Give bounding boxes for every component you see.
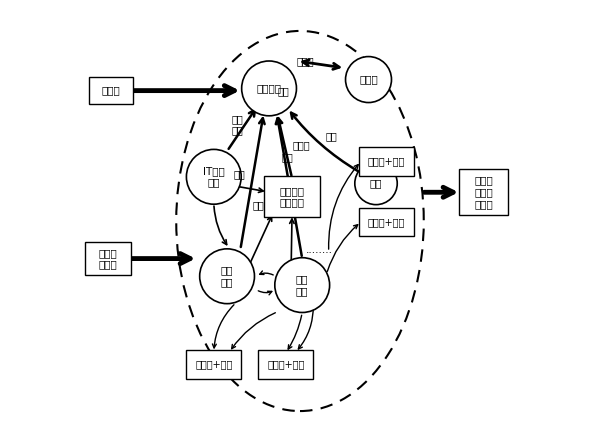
Text: 云计算: 云计算: [296, 56, 314, 66]
Text: 升级: 升级: [278, 87, 290, 96]
Text: 人才: 人才: [233, 169, 245, 179]
Text: 互联网+金融: 互联网+金融: [368, 217, 405, 227]
FancyBboxPatch shape: [258, 350, 313, 379]
Text: 政府: 政府: [370, 179, 382, 188]
Text: 互联网+地产: 互联网+地产: [368, 156, 405, 166]
FancyBboxPatch shape: [459, 169, 508, 216]
Text: 外资
企业: 外资 企业: [221, 266, 233, 287]
Text: 产业集群: 产业集群: [257, 84, 281, 93]
Text: 大数据: 大数据: [293, 140, 310, 150]
Text: 创新型
智能化
国际化: 创新型 智能化 国际化: [474, 175, 493, 209]
FancyBboxPatch shape: [359, 207, 414, 236]
FancyBboxPatch shape: [186, 350, 241, 379]
Text: 产业链: 产业链: [102, 86, 121, 95]
Text: 共性技术
服务平台: 共性技术 服务平台: [280, 186, 305, 207]
Circle shape: [275, 258, 329, 312]
Text: 互联网+汽车: 互联网+汽车: [267, 360, 305, 370]
Text: 互联网+医疗: 互联网+医疗: [195, 360, 232, 370]
Text: 规范: 规范: [252, 201, 264, 210]
Circle shape: [355, 162, 397, 205]
Circle shape: [346, 57, 391, 103]
FancyBboxPatch shape: [89, 77, 133, 104]
Text: 服务: 服务: [282, 152, 293, 162]
Text: IT培训
机构: IT培训 机构: [203, 166, 224, 187]
Circle shape: [242, 61, 296, 116]
Circle shape: [187, 149, 241, 204]
Text: 技术
咨询: 技术 咨询: [232, 114, 243, 135]
Text: 产业云: 产业云: [359, 75, 378, 84]
FancyBboxPatch shape: [265, 176, 320, 217]
Text: ........: ........: [306, 245, 333, 255]
FancyBboxPatch shape: [85, 242, 131, 275]
Text: 政策: 政策: [326, 131, 338, 141]
FancyBboxPatch shape: [359, 147, 414, 175]
Circle shape: [200, 249, 254, 304]
Text: 本地
企业: 本地 企业: [296, 274, 308, 296]
Text: 大量优
秀企业: 大量优 秀企业: [98, 248, 117, 269]
